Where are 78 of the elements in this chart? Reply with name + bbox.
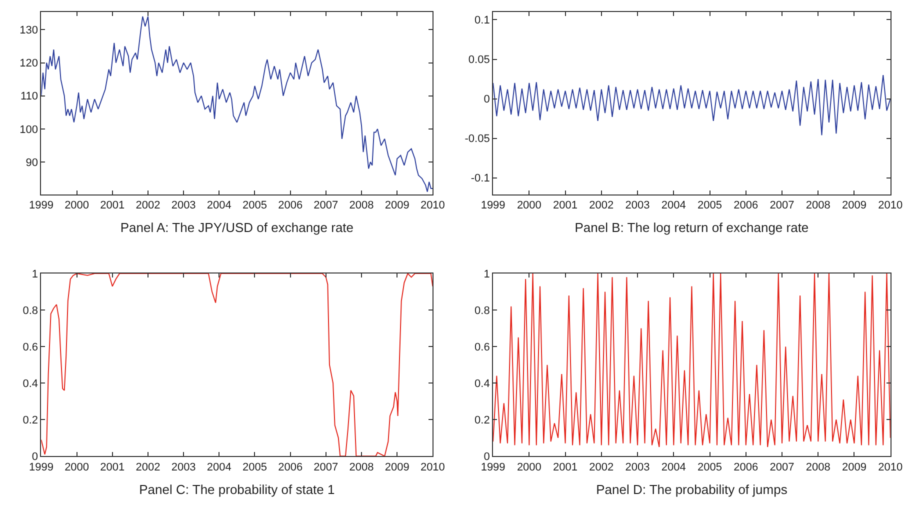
x-axis-title: Panel C: The probability of state 1 <box>139 482 335 497</box>
x-tick-label: 2000 <box>64 200 90 212</box>
x-tick-label: 2000 <box>64 461 90 474</box>
y-tick-label: 1 <box>484 268 490 280</box>
y-tick-label: 0 <box>484 451 490 463</box>
x-tick-label: 2002 <box>136 461 160 474</box>
x-tick-label: 2005 <box>698 200 722 212</box>
x-tick-label: 2007 <box>314 461 338 474</box>
line-series <box>493 274 890 448</box>
x-tick-label: 2003 <box>171 461 196 474</box>
x-tick-label: 2005 <box>698 461 722 474</box>
x-tick-label: 1999 <box>28 461 54 474</box>
y-tick-label: 0.2 <box>474 414 490 426</box>
x-tick-label: 2001 <box>553 200 578 212</box>
y-tick-label: 0.4 <box>22 378 38 390</box>
y-tick-label: 110 <box>20 90 38 103</box>
x-tick-label: 2006 <box>734 200 758 212</box>
x-tick-label: 2001 <box>100 461 125 474</box>
x-tick-label: 2002 <box>589 461 614 474</box>
x-tick-label: 2010 <box>878 200 903 212</box>
x-tick-label: 2004 <box>206 461 232 474</box>
x-tick-label: 2003 <box>171 200 196 212</box>
y-tick-label: -0.05 <box>464 133 490 146</box>
y-tick-label: 0 <box>484 94 490 106</box>
y-tick-label: 0.6 <box>474 341 490 354</box>
x-tick-label: 2010 <box>878 461 903 474</box>
y-tick-label: 0.2 <box>22 414 38 426</box>
x-tick-label: 2009 <box>842 200 866 212</box>
x-tick-label: 2009 <box>384 461 410 474</box>
x-tick-label: 2004 <box>661 200 686 212</box>
line-series <box>41 274 433 456</box>
x-tick-label: 2005 <box>242 200 267 212</box>
line-series <box>41 16 433 192</box>
x-tick-label: 1999 <box>480 200 506 212</box>
y-tick-label: 100 <box>20 124 38 136</box>
x-tick-label: 2005 <box>242 461 267 474</box>
line-series <box>493 74 890 136</box>
y-tick-label: 0.6 <box>22 341 38 354</box>
x-tick-label: 2008 <box>349 200 374 212</box>
x-tick-label: 2006 <box>278 200 303 212</box>
x-tick-label: 2010 <box>420 200 445 212</box>
x-tick-label: 2003 <box>625 461 650 474</box>
y-tick-label: 130 <box>20 24 38 37</box>
x-axis-title: Panel A: The JPY/USD of exchange rate <box>120 220 354 236</box>
x-axis-title: Panel D: The probability of jumps <box>596 482 788 497</box>
y-tick-label: 120 <box>20 58 38 70</box>
x-tick-label: 2007 <box>770 461 794 474</box>
y-tick-label: 0.4 <box>474 378 490 390</box>
x-tick-label: 2004 <box>661 461 686 474</box>
x-tick-label: 2003 <box>625 200 650 212</box>
x-tick-label: 2000 <box>516 200 542 212</box>
x-tick-label: 2006 <box>734 461 758 474</box>
x-tick-label: 2007 <box>770 200 794 212</box>
x-axis-title: Panel B: The log return of exchange rate <box>574 220 809 236</box>
x-tick-label: 2006 <box>278 461 303 474</box>
x-tick-label: 2008 <box>806 200 830 212</box>
x-tick-label: 2001 <box>553 461 578 474</box>
x-tick-label: 2002 <box>136 200 160 212</box>
x-tick-label: 2009 <box>842 461 866 474</box>
x-tick-label: 2008 <box>349 461 374 474</box>
x-tick-label: 2007 <box>314 200 338 212</box>
y-tick-label: -0.1 <box>470 172 490 185</box>
y-tick-label: 0 <box>32 451 38 463</box>
x-tick-label: 2010 <box>420 461 445 474</box>
x-tick-label: 2001 <box>100 200 125 212</box>
y-tick-label: 0.1 <box>474 14 490 27</box>
x-tick-label: 1999 <box>28 200 54 212</box>
x-tick-label: 2002 <box>589 200 614 212</box>
x-tick-label: 2000 <box>516 461 542 474</box>
x-tick-label: 2004 <box>206 200 232 212</box>
x-tick-label: 2008 <box>806 461 830 474</box>
x-tick-label: 1999 <box>480 461 506 474</box>
y-tick-label: 90 <box>26 156 38 169</box>
y-tick-label: 0.8 <box>22 304 38 317</box>
x-tick-label: 2009 <box>384 200 410 212</box>
y-tick-label: 1 <box>32 268 38 280</box>
y-tick-label: 0.05 <box>468 54 490 66</box>
y-tick-label: 0.8 <box>474 304 490 317</box>
